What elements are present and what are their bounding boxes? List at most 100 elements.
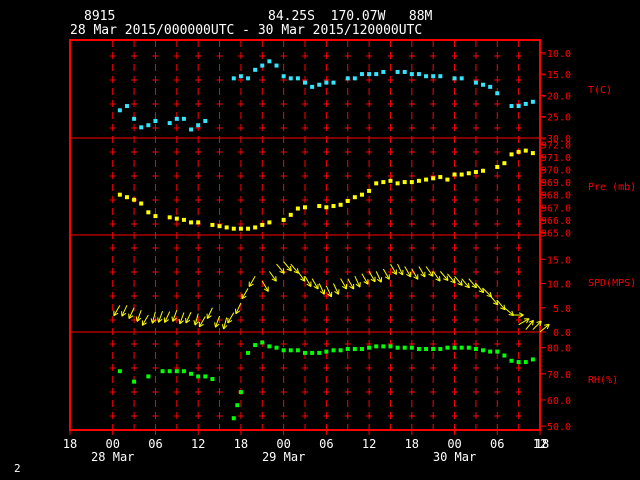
wind-arrow-head xyxy=(286,268,292,272)
wind-arrow xyxy=(354,276,361,288)
x-tick-label: 18 xyxy=(405,437,419,451)
pressure-point xyxy=(338,202,343,207)
pressure-point xyxy=(481,168,486,173)
temperature-point xyxy=(146,123,151,128)
wind-arrow-head xyxy=(171,316,174,322)
wind-arrow-head xyxy=(327,293,332,298)
wind-arrow xyxy=(261,280,269,292)
y-tick-label: -15.0 xyxy=(541,70,571,81)
y-tick-label: 972.0 xyxy=(541,140,571,151)
pressure-point xyxy=(146,210,151,215)
wind-arrow-head xyxy=(263,288,269,292)
wind-arrow xyxy=(411,268,419,280)
wind-arrow-head xyxy=(215,323,220,328)
humidity-point xyxy=(495,349,500,354)
wind-arrow-head xyxy=(450,280,456,284)
wind-arrow xyxy=(532,320,542,330)
wind-arrow-head xyxy=(179,320,184,325)
pressure-point xyxy=(331,204,336,209)
humidity-point xyxy=(181,369,186,374)
wind-arrow-head xyxy=(303,276,306,282)
pressure-point xyxy=(181,217,186,222)
series-name-label: SPD(MPS) xyxy=(588,278,636,289)
humidity-point xyxy=(424,346,429,351)
pressure-point xyxy=(374,181,379,186)
humidity-point xyxy=(445,345,450,350)
humidity-point xyxy=(281,348,286,353)
humidity-point xyxy=(530,357,535,362)
wind-arrow xyxy=(206,307,213,319)
series-name-label: RH(%) xyxy=(588,375,618,386)
humidity-point xyxy=(160,369,165,374)
wind-arrow xyxy=(325,285,332,298)
wind-arrow xyxy=(375,271,382,283)
wind-arrow-head xyxy=(503,304,506,310)
wind-arrow-head xyxy=(391,271,397,275)
wind-arrow xyxy=(172,310,178,322)
y-tick-label: 968.0 xyxy=(541,191,571,202)
wind-arrow-head xyxy=(428,273,434,277)
temperature-point xyxy=(295,76,300,81)
wind-arrow xyxy=(340,278,348,290)
pressure-point xyxy=(295,206,300,211)
temperature-point xyxy=(509,104,514,109)
humidity-point xyxy=(310,350,315,355)
wind-arrow xyxy=(539,323,550,333)
wind-arrow-head xyxy=(193,320,196,326)
pressure-point xyxy=(324,205,329,210)
wind-arrow xyxy=(382,268,390,280)
wind-arrow-head xyxy=(293,271,299,274)
y-tick-label: 80.0 xyxy=(547,344,571,355)
wind-arrow xyxy=(447,273,456,284)
y-tick-label: 966.0 xyxy=(541,216,571,227)
x-tick-label: 06 xyxy=(148,437,162,451)
y-tick-label: 969.0 xyxy=(541,178,571,189)
pressure-point xyxy=(317,204,322,209)
temperature-point xyxy=(352,76,357,81)
wind-arrow-head xyxy=(172,317,177,322)
wind-arrow xyxy=(361,273,369,285)
temperature-point xyxy=(253,67,258,72)
wind-arrow-head xyxy=(435,278,441,282)
wind-arrow xyxy=(268,271,277,282)
y-tick-label: -25.0 xyxy=(541,113,571,124)
temperature-point xyxy=(132,116,137,121)
temperature-point xyxy=(303,80,307,85)
wind-arrow xyxy=(504,307,514,316)
day-label: 29 Mar xyxy=(262,450,305,464)
wind-arrow-head xyxy=(363,281,369,285)
wind-arrow xyxy=(518,318,530,326)
day-label: 30 Mar xyxy=(433,450,476,464)
humidity-point xyxy=(235,403,240,408)
wind-arrow xyxy=(227,312,235,324)
pressure-point xyxy=(409,180,414,185)
y-tick-label: 970.0 xyxy=(541,165,571,176)
pressure-point xyxy=(459,172,464,177)
humidity-point xyxy=(516,360,521,365)
pressure-point xyxy=(367,188,372,193)
pressure-point xyxy=(502,161,507,166)
wind-arrow xyxy=(333,283,340,295)
pressure-point xyxy=(473,170,478,175)
wind-arrow xyxy=(136,310,142,322)
page-number: 2 xyxy=(14,462,21,475)
humidity-point xyxy=(189,371,194,376)
temperature-point xyxy=(473,80,478,85)
pressure-point xyxy=(345,198,350,203)
wind-arrow xyxy=(235,302,242,314)
wind-arrow-head xyxy=(207,315,212,320)
y-tick-label: -10.0 xyxy=(541,49,571,60)
y-tick-label: 10.0 xyxy=(547,280,571,291)
pressure-point xyxy=(438,175,443,180)
temperature-point xyxy=(274,63,279,68)
humidity-point xyxy=(295,348,300,353)
wind-arrow xyxy=(439,271,449,281)
wind-arrow-head xyxy=(518,312,524,316)
temperature-point xyxy=(189,127,194,132)
wind-arrow-head xyxy=(443,278,449,282)
humidity-point xyxy=(196,374,201,379)
wind-arrow-head xyxy=(214,322,216,328)
wind-arrow xyxy=(318,283,325,295)
temperature-point xyxy=(381,69,386,74)
temperature-point xyxy=(459,76,464,81)
